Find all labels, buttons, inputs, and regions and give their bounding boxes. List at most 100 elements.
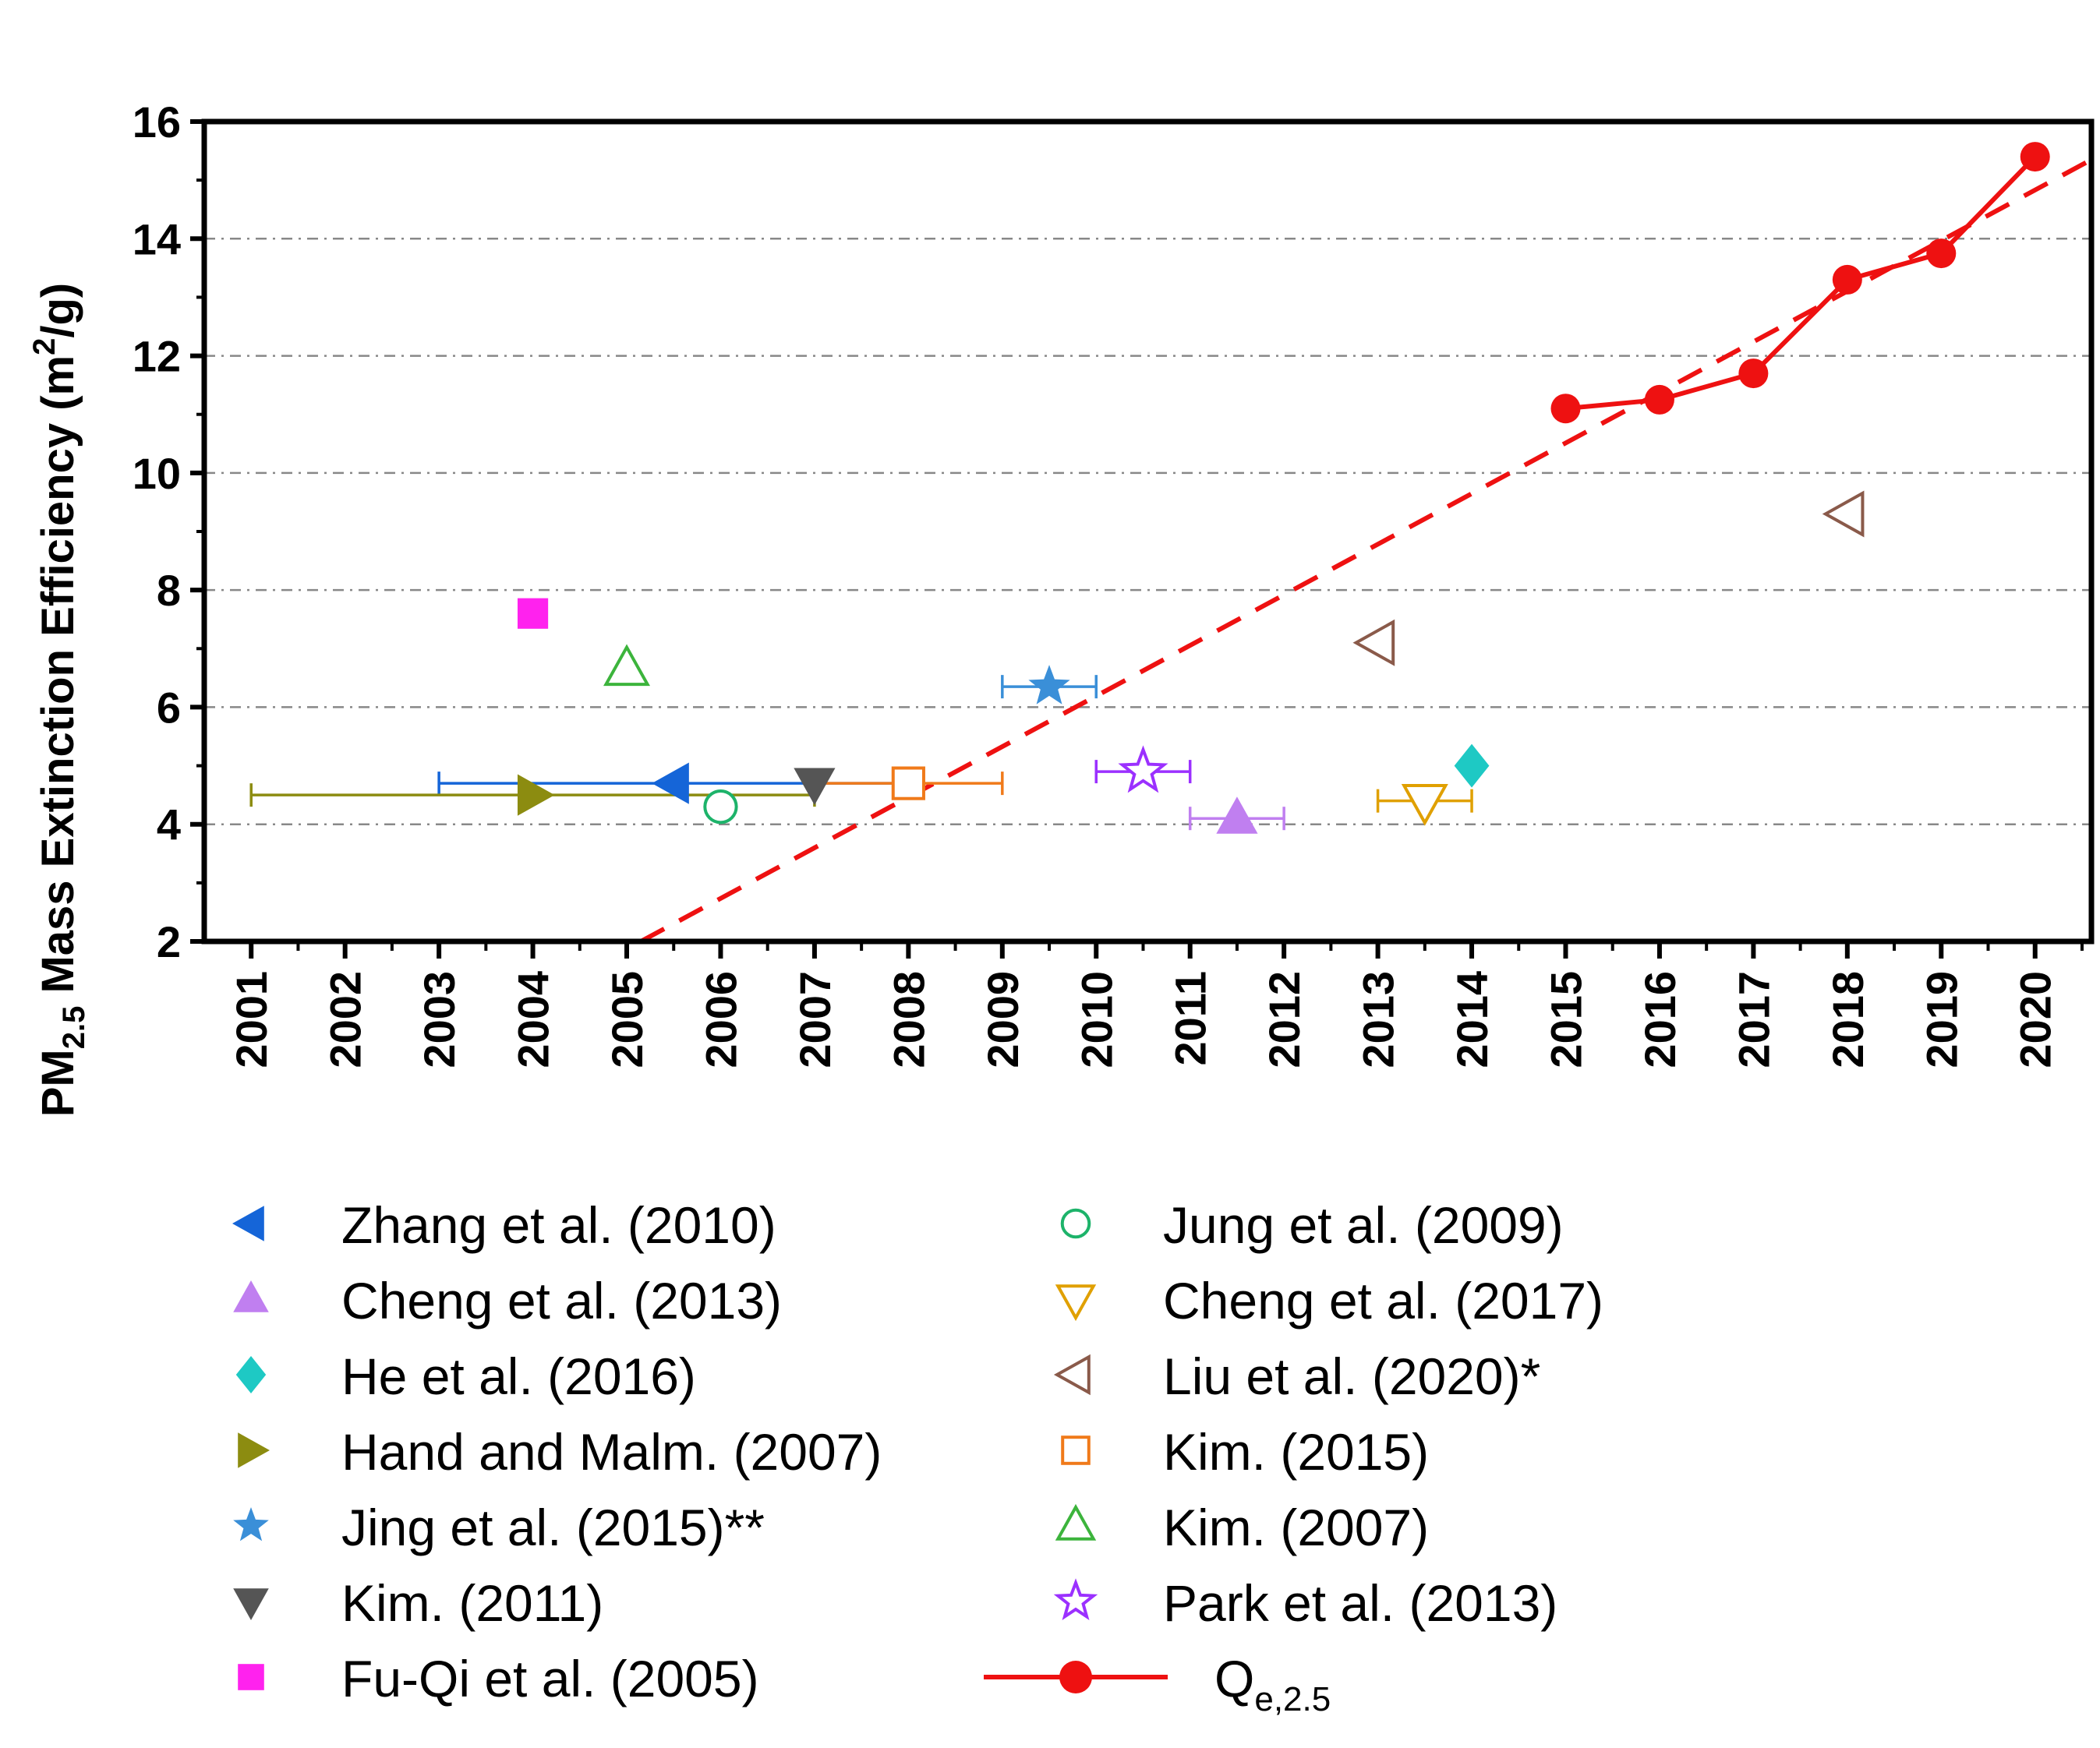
legend-marker-zhang-et-al-2010: [232, 1206, 264, 1241]
legend-label: Hand and Malm. (2007): [341, 1423, 882, 1481]
point-liu-et-al-2020: [1352, 619, 1395, 666]
point-kim-2007: [603, 644, 651, 687]
y-tick-label: 12: [133, 332, 181, 381]
x-tick-label: 2005: [603, 971, 652, 1068]
legend-label: Fu-Qi et al. (2005): [341, 1650, 759, 1707]
point-fu-qi-et-al-2005: [517, 598, 549, 629]
point-jing-et-al-2015: [1028, 665, 1070, 704]
legend-marker-kim-2015: [1061, 1435, 1091, 1465]
x-tick-label: 2009: [978, 971, 1027, 1068]
series-point-qe25: [1644, 384, 1674, 415]
series-point-qe25: [1738, 358, 1769, 389]
point-he-et-al-2016: [1454, 743, 1490, 788]
point-kim-2011: [794, 768, 836, 806]
legend-marker-park-et-al-2013: [1053, 1578, 1098, 1621]
error-bars: [249, 675, 1473, 831]
y-tick-label: 4: [157, 800, 181, 849]
legend-label: He et al. (2016): [341, 1347, 696, 1405]
legend-item-hand-and-malm-2007: Hand and Malm. (2007): [238, 1423, 882, 1481]
y-tick-label: 16: [133, 97, 181, 147]
legend-label: Cheng et al. (2013): [341, 1272, 782, 1330]
x-tick-label: 2017: [1729, 971, 1778, 1068]
x-tick-label: 2004: [509, 971, 558, 1068]
legend-label: Jung et al. (2009): [1163, 1196, 1564, 1254]
legend-label: Park et al. (2013): [1163, 1574, 1557, 1632]
legend-marker-qe25: [1059, 1661, 1092, 1693]
point-jung-et-al-2009: [703, 789, 738, 825]
y-tick-labels: 2 4 6 8 10 12 14 16: [133, 97, 181, 966]
point-liu-et-al-2020: [1822, 490, 1865, 538]
legend-marker-he-et-al-2016: [235, 1356, 267, 1393]
x-tick-label: 2001: [227, 971, 276, 1068]
legend-marker-jung-et-al-2009: [1060, 1208, 1091, 1239]
x-tick-labels: 2001 2002 2003 2004 2005 2006 2007 2008 2009 2010…: [227, 971, 2060, 1068]
x-tick-label: 2010: [1072, 971, 1121, 1068]
legend-marker-kim-2007: [1055, 1503, 1097, 1541]
point-hand-and-malm-2007: [517, 774, 555, 816]
x-tick-label: 2003: [415, 971, 464, 1068]
legend-item-jung-et-al-2009: Jung et al. (2009): [1060, 1196, 1564, 1254]
legend-item-fu-qi-et-al-2005: Fu-Qi et al. (2005): [238, 1650, 759, 1707]
series-point-qe25: [1832, 264, 1862, 295]
x-tick-label: 2020: [2011, 971, 2060, 1068]
y-tick-label: 8: [157, 566, 181, 615]
point-cheng-et-al-2017: [1401, 784, 1448, 826]
legend-label: Kim. (2011): [341, 1574, 603, 1632]
legend-item-cheng-et-al-2013: Cheng et al. (2013): [233, 1272, 782, 1330]
point-kim-2015: [891, 766, 925, 800]
legend-marker-liu-et-al-2020: [1053, 1354, 1091, 1396]
x-tick-label: 2019: [1917, 971, 1966, 1068]
legend-item-zhang-et-al-2010: Zhang et al. (2010): [232, 1196, 776, 1254]
legend-label: Jing et al. (2015)**: [341, 1499, 765, 1556]
axis-ticks: [190, 119, 2084, 959]
point-park-et-al-2013: [1118, 745, 1168, 793]
legend-label: Liu et al. (2020)*: [1163, 1347, 1540, 1405]
series-point-qe25: [1926, 238, 1957, 269]
x-tick-label: 2007: [790, 971, 840, 1068]
legend-item-liu-et-al-2020: Liu et al. (2020)*: [1053, 1347, 1540, 1405]
legend-label: Cheng et al. (2017): [1163, 1272, 1603, 1330]
legend-item-park-et-al-2013: Park et al. (2013): [1053, 1574, 1557, 1632]
legend-item-cheng-et-al-2017: Cheng et al. (2017): [1055, 1272, 1603, 1330]
x-tick-label: 2014: [1448, 971, 1497, 1068]
x-tick-label: 2006: [696, 971, 745, 1068]
legend-item-kim-2011: Kim. (2011): [233, 1574, 603, 1632]
legend-marker-cheng-et-al-2017: [1055, 1284, 1097, 1322]
y-axis-label: PM2.5 Mass Extinction Efficiency (m2/g): [27, 283, 91, 1118]
legend-item-he-et-al-2016: He et al. (2016): [235, 1347, 696, 1405]
legend-label: Kim. (2007): [1163, 1499, 1429, 1556]
x-tick-label: 2011: [1166, 971, 1215, 1066]
gridlines: [204, 238, 2091, 825]
legend-marker-jing-et-al-2015: [233, 1507, 269, 1541]
legend-label: Zhang et al. (2010): [341, 1196, 776, 1254]
series-line-qe25: [1565, 154, 2037, 411]
legend-marker-cheng-et-al-2013: [233, 1280, 269, 1312]
point-zhang-et-al-2010: [652, 762, 689, 804]
legend-label-qe25: Qe,2.5: [1214, 1650, 1331, 1718]
x-tick-label: 2008: [884, 971, 933, 1068]
legend-item-q-e-2-5: Qe,2.5: [984, 1650, 1331, 1718]
x-tick-label: 2015: [1541, 971, 1590, 1068]
x-tick-label: 2016: [1635, 971, 1685, 1068]
x-tick-label: 2013: [1354, 971, 1403, 1068]
legend-item-kim-2007: Kim. (2007): [1055, 1499, 1429, 1556]
y-tick-label: 14: [133, 214, 181, 263]
legend: Zhang et al. (2010) Cheng et al. (2013) He…: [232, 1196, 1603, 1718]
legend-label: Kim. (2015): [1163, 1423, 1429, 1481]
legend-marker-kim-2011: [233, 1588, 269, 1620]
y-tick-label: 10: [133, 449, 181, 498]
y-tick-label: 2: [157, 917, 181, 966]
plot-frame: [201, 118, 2095, 945]
x-tick-label: 2012: [1260, 971, 1309, 1068]
legend-marker-hand-and-malm-2007: [238, 1432, 270, 1468]
legend-item-kim-2015: Kim. (2015): [1061, 1423, 1429, 1481]
x-tick-label: 2018: [1823, 971, 1872, 1068]
legend-marker-fu-qi-et-al-2005: [238, 1664, 264, 1690]
data-points: [517, 142, 2050, 834]
y-tick-label: 6: [157, 683, 181, 732]
x-tick-label: 2002: [321, 971, 370, 1068]
series-point-qe25: [1550, 394, 1581, 424]
point-cheng-et-al-2013: [1216, 796, 1258, 834]
series-point-qe25: [2020, 142, 2050, 172]
